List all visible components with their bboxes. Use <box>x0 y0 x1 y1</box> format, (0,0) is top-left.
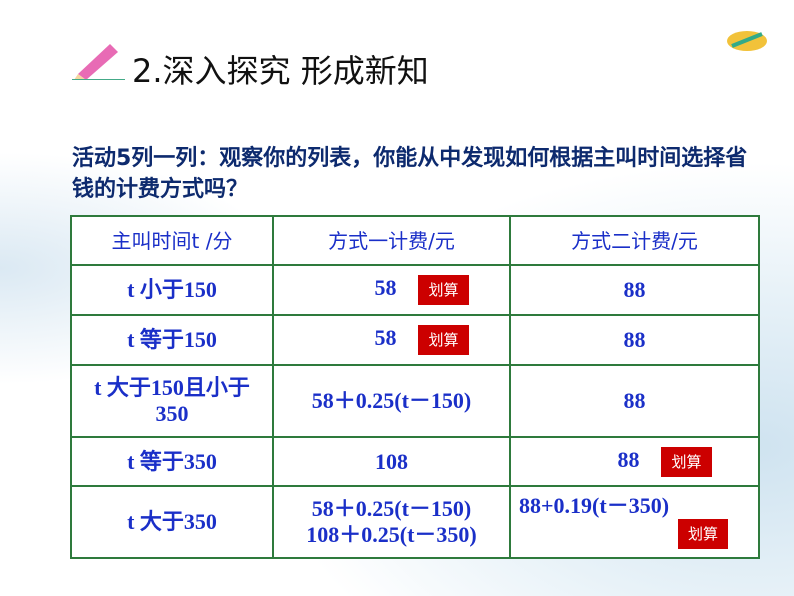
slide-title: 2.深入探究 形成新知 <box>132 52 429 90</box>
header-row: 主叫时间t /分 方式一计费/元 方式二计费/元 <box>70 215 760 266</box>
table-row: t 等于150 58 划算 88 <box>70 314 760 366</box>
method2-fee: 88 <box>509 364 760 438</box>
method2-fee: 88+0.19(t－350) <box>519 493 670 518</box>
decorative-icon <box>727 31 767 51</box>
method1-fee: 58＋0.25(t－150) <box>311 496 472 521</box>
pencil-icon <box>72 44 125 80</box>
condition: t 小于150 <box>70 264 274 316</box>
condition: t 大于150且小于350 <box>70 364 274 438</box>
header-method1: 方式一计费/元 <box>272 215 511 266</box>
method1-fee: 58＋0.25(t－150) <box>272 364 511 438</box>
header-method2: 方式二计费/元 <box>509 215 760 266</box>
method1-fee: 58 <box>374 325 397 351</box>
table-row: t 小于150 58 划算 88 <box>70 264 760 316</box>
method1-fee: 108 <box>272 436 511 487</box>
method2-fee: 88 <box>509 264 760 316</box>
table-row: t 大于150且小于350 58＋0.25(t－150) 88 <box>70 364 760 438</box>
condition: t 等于350 <box>70 436 274 487</box>
table-row: t 等于350 108 88 划算 <box>70 436 760 487</box>
question-text: 活动5列一列：观察你的列表，你能从中发现如何根据主叫时间选择省钱的计费方式吗？ <box>72 146 748 202</box>
condition: t 等于150 <box>70 314 274 366</box>
best-badge: 划算 <box>661 446 712 477</box>
method2-fee: 88 <box>617 446 640 472</box>
fee-table: 主叫时间t /分 方式一计费/元 方式二计费/元 t 小于150 58 划算 8… <box>70 215 760 559</box>
method1-fee: 58 <box>374 275 397 301</box>
best-badge: 划算 <box>418 275 469 305</box>
header-time: 主叫时间t /分 <box>70 215 274 266</box>
condition: t 大于350 <box>70 485 274 559</box>
best-badge: 划算 <box>418 325 469 355</box>
method2-fee: 88 <box>509 314 760 366</box>
method1-fee-alt: 108＋0.25(t－350) <box>306 522 477 547</box>
best-badge: 划算 <box>677 519 728 549</box>
table-row: t 大于350 58＋0.25(t－150) 108＋0.25(t－350) 88… <box>70 485 760 559</box>
